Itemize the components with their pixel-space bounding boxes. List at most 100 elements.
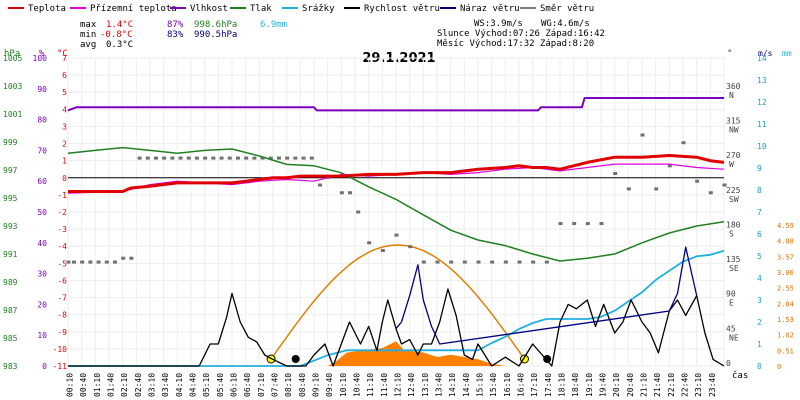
legend-label-0: Teplota [28,4,66,14]
c-tick: -5 [57,259,67,268]
hpa-tick: 997 [3,166,18,175]
time-tick: 11:40 [380,373,389,397]
wind-direction-point [695,179,700,183]
time-tick: 18:10 [558,373,567,397]
deg-tick: 225 [726,186,741,195]
c-tick: -10 [53,345,68,354]
mm-tick: 2.04 [777,300,794,308]
c-tick: 3 [62,122,67,131]
c-tick: -1 [57,191,67,200]
mm-tick: 3.57 [777,253,794,261]
c-axis-label: °C [57,49,68,59]
wind-direction-point [145,156,150,160]
deg-dir-label: SW [729,195,739,204]
deg-tick: 0 [726,359,731,368]
c-tick: -7 [57,294,67,303]
stat-avg-label: avg [80,40,96,50]
ms-tick: 11 [757,120,767,129]
time-tick: 23:40 [708,373,717,397]
time-tick: 01:40 [107,373,116,397]
c-tick: -6 [57,276,67,285]
wind-direction-point [667,164,672,168]
pct-tick: 50 [37,208,47,217]
legend: Teplota Přízemní teplota Vlhkost Tlak Srážky… [8,4,594,14]
pct-tick: 0 [42,362,47,371]
wind-direction-point [367,241,372,245]
wind-direction-point [572,222,577,226]
hpa-tick: 1003 [3,82,22,91]
wind-direction-point [178,156,183,160]
c-tick: -9 [57,328,67,337]
wind-direction-point [186,156,191,160]
time-tick: 03:10 [148,373,157,397]
wind-direction-point [137,156,142,160]
ms-tick: 12 [757,98,767,107]
deg-tick: 45 [726,324,736,333]
time-tick: 03:40 [161,373,170,397]
time-tick: 20:10 [612,373,621,397]
legend-label-5: Rychlost větru [364,4,440,14]
wind-direction-point [112,260,117,264]
c-tick: 4 [62,105,67,114]
time-tick: 14:10 [448,373,457,397]
wind-direction-point [462,260,467,264]
stat-max-label: max [80,20,97,30]
ms-tick: 2 [757,318,762,327]
c-tick: -4 [57,242,67,251]
time-tick: 08:40 [298,373,307,397]
deg-dir-label: SE [729,264,739,273]
wind-direction-point [227,156,232,160]
hpa-tick: 987 [3,306,18,315]
time-tick: 01:10 [93,373,102,397]
ms-tick: 1 [757,340,762,349]
wind-direction-point [88,260,93,264]
wind-direction-point [309,156,314,160]
deg-dir-label: NW [729,125,739,134]
wind-direction-point [613,172,618,175]
stat-max-press: 998.6hPa [194,20,237,30]
pct-tick: 10 [37,331,47,340]
c-tick: -3 [57,225,67,234]
stat-max-temp: 1.4°C [106,20,133,30]
pct-tick: 20 [37,300,47,309]
c-tick: 0 [62,174,67,183]
mm-axis-label: mm [782,49,792,58]
stat-max-hum: 87% [167,20,184,30]
deg-tick: 90 [726,290,736,299]
wind-direction-point [558,222,563,226]
wind-direction-point [203,156,208,160]
wind-direction-point [435,260,440,264]
deg-dir-label: N [729,91,734,100]
time-tick: 02:10 [120,373,129,397]
series-line-hum [67,97,724,112]
wind-direction-point [211,156,216,160]
time-tick: 00:10 [66,373,75,397]
wind-direction-point [626,187,631,191]
mm-tick: 3.06 [777,269,794,277]
hpa-tick: 985 [3,334,18,343]
deg-axis-label: ° [727,49,732,59]
mm-tick: 1.02 [777,332,794,340]
wind-direction-point [260,156,265,160]
wind-direction-point [599,222,604,226]
hpa-tick: 999 [3,138,18,147]
c-tick: -8 [57,311,67,320]
stat-min-label: min [80,30,96,40]
hpa-tick: 1001 [3,110,22,119]
time-tick: 06:40 [243,373,252,397]
wind-direction-point [153,156,158,160]
hpa-tick: 989 [3,278,18,287]
time-tick: 17:10 [530,373,539,397]
ms-tick: 6 [757,230,762,239]
deg-dir-label: E [729,299,734,308]
mm-tick: 0 [777,363,781,371]
wind-direction-point [708,191,713,195]
wind-direction-point [235,156,240,160]
sun-times: Slunce Východ:07:26 Západ:16:42 [437,29,605,39]
time-tick: 07:10 [257,373,266,397]
stats-block: max 1.4°C 87% 998.6hPa 6.9mm min -0.8°C … [80,20,287,50]
wind-direction-point [219,156,224,160]
wind-direction-point [194,156,199,160]
